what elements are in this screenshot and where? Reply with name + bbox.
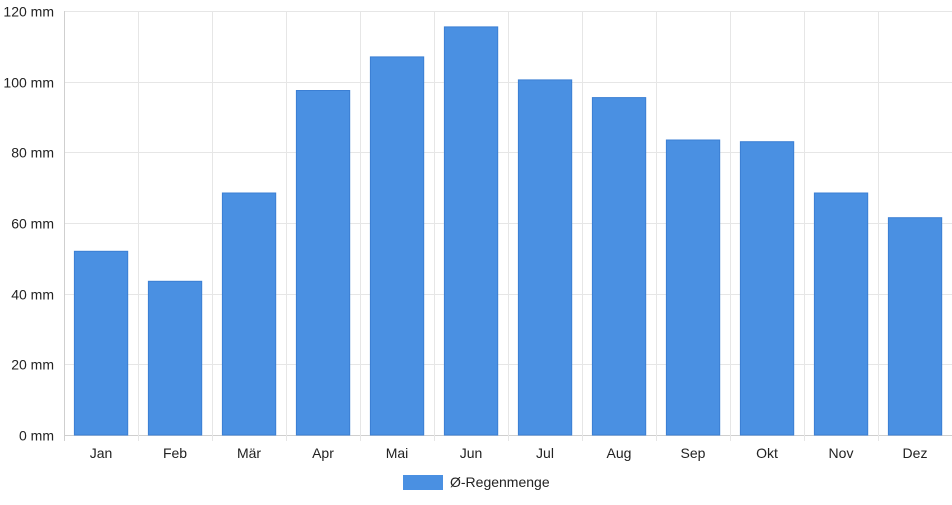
x-tick-label: Jul bbox=[536, 445, 554, 461]
x-tick-label: Aug bbox=[607, 445, 632, 461]
bar-mär[interactable] bbox=[221, 192, 277, 436]
x-tick-label: Mär bbox=[237, 445, 261, 461]
y-tick-label: 0 mm bbox=[19, 428, 54, 444]
x-tick-label: Okt bbox=[756, 445, 778, 461]
axis-layer: 0 mm 20 mm 40 mm 60 mm 80 mm 100 mm 120 mm Jan F… bbox=[3, 4, 927, 462]
y-tick-label: 120 mm bbox=[3, 4, 54, 20]
bar-dez[interactable] bbox=[887, 217, 943, 436]
bar-jun[interactable] bbox=[443, 26, 499, 436]
x-tick-label: Jan bbox=[90, 445, 113, 461]
bar-feb[interactable] bbox=[147, 280, 203, 436]
y-tick-label: 60 mm bbox=[11, 216, 54, 232]
legend[interactable]: Ø-Regenmenge bbox=[403, 474, 550, 490]
bar-apr[interactable] bbox=[295, 90, 351, 436]
legend-label[interactable]: Ø-Regenmenge bbox=[450, 474, 550, 490]
x-tick-label: Apr bbox=[312, 445, 334, 461]
bar-sep[interactable] bbox=[665, 139, 721, 436]
bar-jan[interactable] bbox=[73, 250, 129, 436]
x-tick-label: Sep bbox=[681, 445, 706, 461]
grid-layer bbox=[64, 11, 952, 441]
y-tick-label: 80 mm bbox=[11, 145, 54, 161]
x-tick-label: Dez bbox=[903, 445, 928, 461]
x-tick-label: Nov bbox=[829, 445, 854, 461]
x-tick-label: Mai bbox=[386, 445, 409, 461]
bars-layer bbox=[73, 26, 943, 436]
x-tick-label: Feb bbox=[163, 445, 187, 461]
y-tick-label: 20 mm bbox=[11, 357, 54, 373]
y-tick-label: 100 mm bbox=[3, 75, 54, 91]
y-tick-label: 40 mm bbox=[11, 287, 54, 303]
bar-mai[interactable] bbox=[369, 56, 425, 436]
bar-jul[interactable] bbox=[517, 79, 573, 436]
legend-swatch[interactable] bbox=[403, 475, 443, 490]
bar-nov[interactable] bbox=[813, 192, 869, 436]
bar-okt[interactable] bbox=[739, 141, 795, 436]
bar-aug[interactable] bbox=[591, 97, 647, 436]
x-tick-label: Jun bbox=[460, 445, 483, 461]
